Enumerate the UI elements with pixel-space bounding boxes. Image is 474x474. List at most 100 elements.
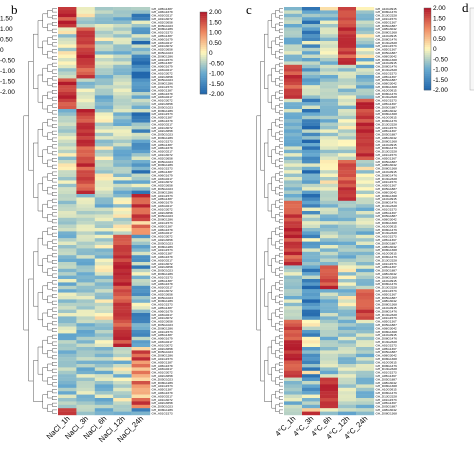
heatmap-cell bbox=[131, 122, 151, 127]
colorbar-tick-label: 1.00 bbox=[433, 26, 446, 33]
heatmap-row-label: GH_A03G0217 bbox=[152, 258, 173, 262]
dendrogram-branch bbox=[47, 268, 53, 276]
heatmap-row-label: GH_D05G1023 bbox=[152, 51, 174, 55]
heatmap-cell bbox=[58, 251, 77, 256]
heatmap-cell bbox=[302, 136, 321, 140]
dendrogram-branch bbox=[52, 239, 57, 244]
heatmap-cell bbox=[302, 268, 321, 273]
dendrogram-branch bbox=[37, 237, 43, 266]
heatmap-row-label: GH_D08G1286 bbox=[152, 381, 174, 385]
heatmap-cell bbox=[113, 275, 132, 280]
heatmap-row-label: GH_D05G1023 bbox=[152, 269, 174, 273]
heatmap-cell bbox=[94, 197, 114, 201]
heatmap-cell bbox=[76, 30, 95, 35]
heatmap-row-label: GH_D05G1023 bbox=[152, 133, 174, 137]
heatmap-cell bbox=[113, 156, 132, 161]
heatmap-cell bbox=[131, 394, 151, 399]
heatmap-cell bbox=[284, 71, 303, 76]
dendrogram-branch bbox=[279, 137, 283, 142]
dendrogram-branch bbox=[52, 219, 57, 224]
dendrogram-branch bbox=[279, 35, 283, 40]
heatmap-cell bbox=[338, 384, 357, 388]
heatmap-cell bbox=[320, 221, 339, 225]
heatmap-row-label: GH_A01G1573 bbox=[152, 248, 173, 252]
heatmap-cell bbox=[76, 109, 95, 113]
heatmap-cell bbox=[58, 95, 77, 99]
dendrogram-branch bbox=[267, 292, 272, 321]
dendrogram-branch bbox=[279, 300, 283, 305]
heatmap-row-label: GH_A05G1387 bbox=[152, 116, 173, 120]
heatmap-cell bbox=[302, 146, 321, 150]
heatmap-row-label: GH_D08G1286 bbox=[152, 354, 174, 358]
heatmap-cell bbox=[58, 20, 77, 25]
heatmap-row-label: GH_A01G1573 bbox=[376, 44, 397, 48]
heatmap-cell bbox=[302, 357, 321, 361]
heatmap-cell bbox=[94, 292, 114, 297]
heatmap-cell bbox=[302, 411, 321, 416]
heatmap-row-label: GH_D08G1476 bbox=[376, 173, 398, 177]
colorbar-segment bbox=[424, 75, 431, 78]
dendrogram-branch bbox=[47, 78, 53, 86]
heatmap-row-label: GH_A02G3658 bbox=[152, 265, 173, 269]
heatmap-cell bbox=[356, 183, 375, 188]
heatmap-cell bbox=[356, 163, 375, 167]
dendrogram-branch bbox=[52, 103, 57, 108]
heatmap-cell bbox=[58, 156, 77, 161]
dendrogram-branch bbox=[271, 394, 276, 409]
heatmap-cell bbox=[58, 272, 77, 276]
heatmap-cell bbox=[302, 381, 321, 385]
heatmap-cell bbox=[338, 381, 357, 385]
heatmap-row-label: GH_A05G1367 bbox=[376, 374, 397, 378]
heatmap-cell bbox=[94, 333, 114, 337]
heatmap-cell bbox=[302, 217, 321, 222]
heatmap-cell bbox=[338, 166, 357, 171]
heatmap-cell bbox=[131, 7, 151, 11]
heatmap-cell bbox=[302, 160, 321, 164]
heatmap-cell bbox=[76, 146, 95, 150]
heatmap-cell bbox=[58, 326, 77, 331]
heatmap-cell bbox=[284, 98, 303, 103]
heatmap-cell bbox=[356, 24, 375, 28]
dendrogram-branch bbox=[47, 390, 53, 399]
dendrogram-branch bbox=[52, 402, 57, 407]
heatmap-cell bbox=[76, 360, 95, 365]
heatmap-cell bbox=[113, 391, 132, 395]
dendrogram-branch bbox=[279, 205, 283, 210]
heatmap-cell bbox=[338, 224, 357, 229]
dendrogram-branch bbox=[279, 307, 283, 312]
heatmap-cell bbox=[131, 221, 151, 225]
dendrogram-branch bbox=[52, 137, 57, 142]
heatmap-cell bbox=[284, 401, 303, 405]
heatmap-cell bbox=[58, 330, 77, 334]
heatmap-cell bbox=[58, 126, 77, 130]
heatmap-cell bbox=[76, 51, 95, 55]
dendrogram-branch bbox=[275, 350, 280, 358]
colorbar-segment bbox=[200, 20, 207, 23]
heatmap-cell bbox=[113, 262, 132, 266]
heatmap-cell bbox=[338, 374, 357, 378]
heatmap-cell bbox=[94, 296, 114, 300]
heatmap-cell bbox=[302, 54, 321, 59]
heatmap-cell bbox=[94, 302, 114, 307]
dendrogram-branch bbox=[42, 231, 48, 246]
heatmap-cell bbox=[131, 350, 151, 354]
heatmap-cell bbox=[302, 384, 321, 388]
heatmap-cell bbox=[302, 364, 321, 368]
heatmap-cell bbox=[113, 170, 132, 174]
dendrogram-branch bbox=[279, 90, 283, 94]
heatmap-cell bbox=[338, 129, 357, 133]
heatmap-cell bbox=[113, 258, 132, 263]
dendrogram-branch bbox=[271, 258, 276, 273]
heatmap-cell bbox=[131, 126, 151, 130]
heatmap-cell bbox=[356, 238, 375, 242]
dendrogram-branch bbox=[42, 339, 48, 355]
heatmap-cell bbox=[338, 54, 357, 59]
dendrogram-branch bbox=[52, 226, 57, 230]
colorbar-segment bbox=[424, 59, 431, 62]
heatmap-cell bbox=[131, 109, 151, 113]
colorbar-tick-label: 0 bbox=[0, 47, 4, 54]
heatmap-row-label: GH_A08G3042 bbox=[376, 163, 397, 167]
heatmap-cell bbox=[302, 228, 321, 232]
heatmap-cell bbox=[320, 336, 339, 341]
heatmap-cell bbox=[94, 115, 114, 120]
